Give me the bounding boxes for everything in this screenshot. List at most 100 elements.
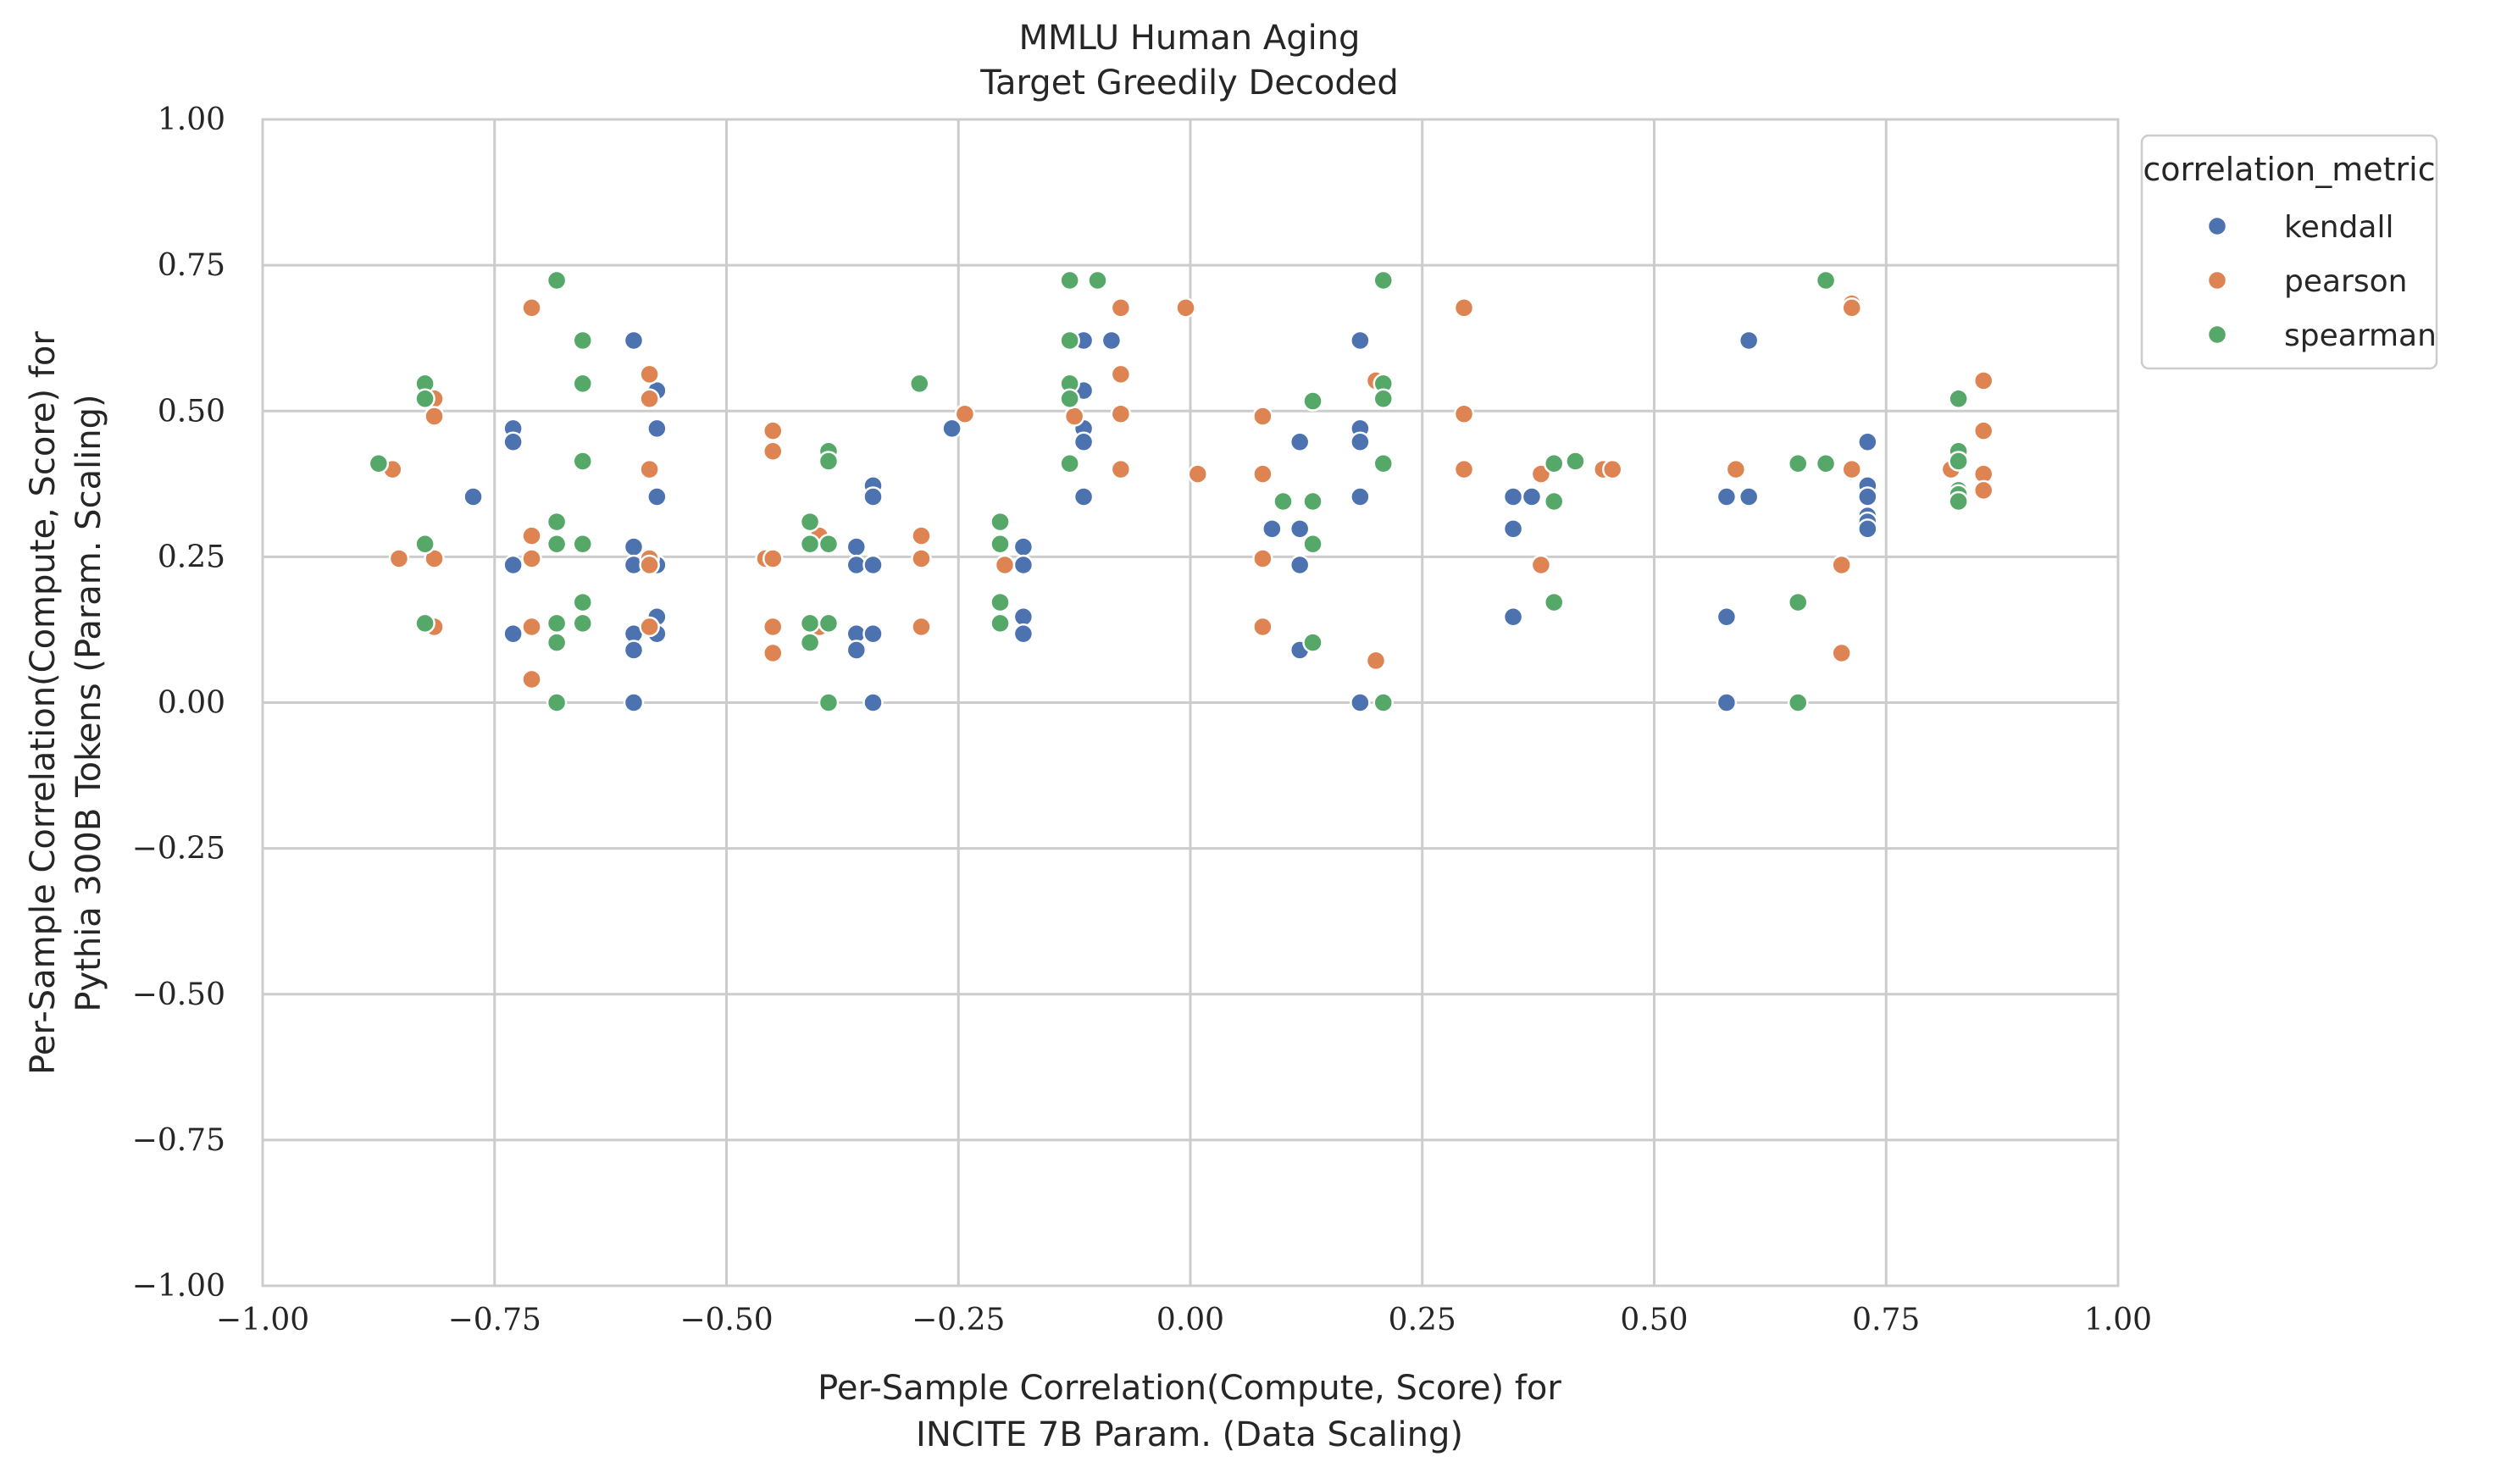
spearman-point <box>546 533 568 555</box>
y-tick-label: 1.00 <box>158 102 225 137</box>
x-tick-label: −0.25 <box>912 1303 1005 1337</box>
pearson-point <box>639 363 660 385</box>
spearman-point <box>572 451 594 472</box>
kendall-point <box>1716 692 1738 713</box>
pearson-point <box>1252 548 1273 569</box>
kendall-point <box>623 692 645 713</box>
y-tick-label: −0.50 <box>132 977 225 1012</box>
chart-title: MMLU Human Aging <box>1019 19 1361 58</box>
pearson-point <box>762 548 784 569</box>
y-tick-labels: −1.00 −0.75 −0.50 −0.25 0.00 0.25 0.50 0.75 1.00 <box>132 102 225 1304</box>
spearman-point <box>1787 591 1809 613</box>
pearson-point <box>521 548 542 569</box>
y-tick-label: −0.75 <box>132 1123 225 1158</box>
kendall-point <box>1289 431 1311 452</box>
spearman-point <box>818 692 840 713</box>
spearman-point <box>990 511 1011 533</box>
spearman-point <box>414 612 435 634</box>
kendall-point <box>1012 606 1034 628</box>
legend-box <box>2140 134 2438 370</box>
kendall-point <box>463 486 484 507</box>
pearson-point <box>911 616 932 638</box>
kendall-point <box>1012 623 1034 645</box>
pearson-point <box>1972 479 1994 501</box>
spearman-point <box>1815 269 1837 291</box>
spearman-point <box>799 511 821 533</box>
pearson-point <box>424 406 445 427</box>
pearson-point <box>1601 458 1623 480</box>
x-axis-label-line-2: INCITE 7B Param. (Data Scaling) <box>916 1415 1463 1454</box>
y-tick-label: 0.50 <box>158 394 225 429</box>
kendall-point <box>1073 486 1095 507</box>
legend-label: kendall <box>2284 210 2393 245</box>
pearson-point <box>1453 297 1475 318</box>
kendall-point <box>1350 431 1371 452</box>
spearman-point <box>909 373 930 395</box>
spearman-point <box>1543 452 1565 474</box>
kendall-point <box>1857 486 1878 507</box>
spearman-point <box>414 533 435 555</box>
legend-title: correlation_metric <box>2143 151 2435 188</box>
spearman-point <box>1302 490 1323 512</box>
spearman-point <box>990 591 1011 613</box>
series-kendall <box>463 329 1878 713</box>
spearman-point <box>1948 490 1969 512</box>
kendall-point <box>646 486 668 507</box>
kendall-point <box>1101 329 1123 352</box>
pearson-point <box>1453 458 1475 480</box>
kendall-point <box>1521 486 1543 507</box>
x-tick-label: −1.00 <box>216 1303 309 1337</box>
pearson-point <box>1110 363 1132 385</box>
pearson-point <box>521 297 542 318</box>
pearson-point <box>521 616 542 638</box>
plot-area <box>261 118 2120 1287</box>
spearman-point <box>1372 269 1395 291</box>
spearman-point <box>368 452 390 474</box>
kendall-point <box>1502 606 1524 628</box>
pearson-point <box>911 548 932 569</box>
spearman-point <box>1815 452 1837 474</box>
spearman-point <box>1372 692 1395 713</box>
pearson-point <box>639 458 660 480</box>
spearman-point <box>1787 452 1809 474</box>
kendall-point <box>1012 536 1034 557</box>
kendall-point <box>1502 486 1524 507</box>
y-tick-label: −1.00 <box>132 1269 225 1304</box>
pearson-point <box>1252 406 1273 427</box>
x-tick-label: −0.75 <box>448 1303 541 1337</box>
spearman-point <box>1059 452 1080 474</box>
kendall-point <box>862 486 884 507</box>
pearson-point <box>1365 650 1387 672</box>
y-tick-label: 0.25 <box>158 540 225 574</box>
spearman-point <box>799 612 821 634</box>
kendall-point <box>846 536 868 557</box>
spearman-point <box>572 329 594 352</box>
kendall-point <box>1738 486 1760 507</box>
spearman-point <box>414 388 435 410</box>
kendall-point <box>1012 554 1034 576</box>
spearman-point <box>1948 388 1969 410</box>
pearson-point <box>762 440 784 462</box>
y-axis-label-line-1: Per-Sample Correlation(Compute, Score) f… <box>24 331 63 1075</box>
kendall-point <box>862 623 884 645</box>
spearman-point <box>546 692 568 713</box>
spearman-point <box>1543 490 1565 512</box>
spearman-point <box>546 511 568 533</box>
kendall-point <box>502 554 524 576</box>
pearson-point <box>1453 403 1475 424</box>
spearman-point <box>572 612 594 634</box>
spearman-point <box>1372 452 1395 474</box>
kendall-point <box>623 536 645 557</box>
kendall-point <box>1289 554 1311 576</box>
x-tick-label: 0.00 <box>1156 1303 1224 1337</box>
pearson-point <box>1530 554 1552 576</box>
pearson-point <box>521 668 542 690</box>
kendall-point <box>862 554 884 576</box>
legend-marker <box>2206 215 2228 237</box>
legend: correlation_metric kendall pearson spearma… <box>2140 134 2438 370</box>
spearman-point <box>799 533 821 555</box>
kendall-point <box>862 692 884 713</box>
pearson-point <box>1972 420 1994 441</box>
spearman-point <box>1059 388 1080 410</box>
kendall-point <box>502 431 524 452</box>
